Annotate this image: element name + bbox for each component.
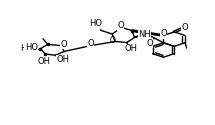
Polygon shape: [55, 55, 61, 59]
Text: HO: HO: [25, 42, 38, 51]
Text: OH: OH: [56, 55, 69, 64]
Text: O: O: [87, 39, 94, 48]
Text: O: O: [160, 30, 167, 38]
Text: O: O: [117, 22, 124, 30]
Text: O: O: [110, 36, 116, 45]
Text: O: O: [182, 24, 188, 32]
Polygon shape: [134, 35, 141, 37]
Text: HO: HO: [89, 19, 102, 28]
Text: O: O: [146, 39, 153, 48]
Text: HO: HO: [21, 44, 34, 53]
Text: OH: OH: [125, 44, 138, 53]
Text: NH: NH: [138, 30, 151, 39]
Text: O: O: [61, 40, 67, 49]
Text: OH: OH: [38, 56, 51, 66]
